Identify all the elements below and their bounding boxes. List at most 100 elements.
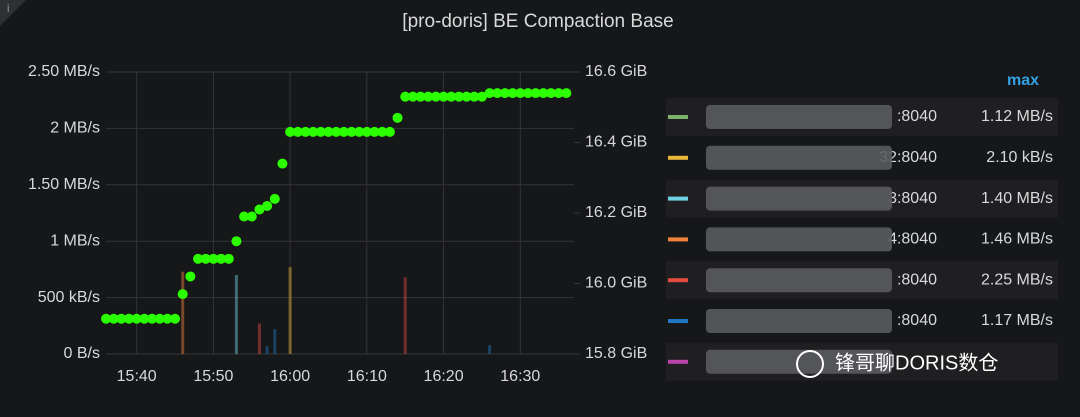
legend-max: 1.17 MB/s bbox=[981, 312, 1053, 329]
point bbox=[147, 313, 158, 324]
bar bbox=[273, 329, 277, 354]
point bbox=[515, 88, 526, 99]
point bbox=[392, 112, 403, 123]
y-tick-label: 2 MB/s bbox=[50, 120, 100, 137]
legend-max: 1.40 MB/s bbox=[981, 190, 1053, 207]
legend-swatch bbox=[668, 155, 688, 160]
point bbox=[162, 313, 173, 324]
legend-name[interactable]: :8040 bbox=[897, 271, 937, 288]
blur bbox=[706, 309, 892, 333]
x-tick-label: 16:10 bbox=[347, 368, 387, 385]
point bbox=[331, 126, 342, 137]
point bbox=[177, 289, 188, 300]
point bbox=[116, 313, 127, 324]
point bbox=[269, 193, 280, 204]
point bbox=[377, 126, 388, 137]
point bbox=[361, 126, 372, 137]
y-tick-label: 500 kB/s bbox=[38, 289, 100, 306]
legend-swatch bbox=[668, 237, 688, 242]
blur bbox=[706, 268, 892, 293]
point bbox=[208, 253, 219, 264]
legend: :8040 1.12 MB/s 32:8040 2.10 kB/s 3:8040 1.40… bbox=[666, 98, 1058, 381]
y2-tick-label: 16.6 GiB bbox=[585, 63, 647, 80]
bar bbox=[288, 267, 292, 354]
point bbox=[300, 126, 311, 137]
blur bbox=[706, 186, 892, 211]
point bbox=[285, 126, 296, 137]
point bbox=[315, 126, 326, 137]
point bbox=[438, 91, 449, 102]
point bbox=[346, 126, 357, 137]
y2-tick-label: 16.2 GiB bbox=[585, 204, 647, 221]
blur bbox=[706, 145, 892, 170]
x-tick-label: 16:00 bbox=[270, 368, 310, 385]
point bbox=[323, 126, 334, 137]
y-tick-label: 2.50 MB/s bbox=[28, 63, 100, 80]
point bbox=[262, 200, 273, 211]
x-tick-label: 15:50 bbox=[193, 368, 233, 385]
point bbox=[139, 313, 150, 324]
point bbox=[430, 91, 441, 102]
blur bbox=[706, 227, 892, 252]
bar bbox=[181, 271, 185, 354]
legend-swatch bbox=[668, 319, 688, 323]
legend-max: 2.10 kB/s bbox=[986, 149, 1053, 166]
y-tick-label: 0 B/s bbox=[64, 345, 100, 362]
point bbox=[369, 126, 380, 137]
legend-name[interactable]: 4:8040 bbox=[888, 231, 937, 248]
x-tick-label: 15:40 bbox=[117, 368, 157, 385]
y-tick-label: 1.50 MB/s bbox=[28, 176, 100, 193]
legend-name[interactable]: :8040 bbox=[897, 312, 937, 329]
info-corner[interactable] bbox=[0, 0, 26, 26]
point bbox=[446, 91, 457, 102]
point bbox=[423, 91, 434, 102]
legend-name[interactable]: 3:8040 bbox=[888, 190, 937, 207]
watermark-icon bbox=[796, 350, 824, 378]
info-icon: i bbox=[7, 3, 9, 15]
x-tick-label: 16:30 bbox=[500, 368, 540, 385]
point bbox=[101, 313, 111, 324]
point bbox=[553, 88, 564, 99]
point bbox=[193, 253, 204, 264]
point bbox=[254, 204, 265, 215]
point bbox=[277, 158, 288, 169]
point bbox=[246, 211, 257, 222]
bar bbox=[488, 344, 492, 354]
y2-tick-label: 16.0 GiB bbox=[585, 275, 647, 292]
point bbox=[384, 126, 395, 137]
chart-title: [pro-doris] BE Compaction Base bbox=[402, 11, 673, 32]
point bbox=[292, 126, 303, 137]
point bbox=[338, 126, 349, 137]
bar bbox=[265, 346, 269, 354]
point bbox=[131, 313, 142, 324]
legend-max: 1.46 MB/s bbox=[981, 231, 1053, 248]
x-tick-label: 16:20 bbox=[424, 368, 464, 385]
point bbox=[476, 91, 487, 102]
legend-name[interactable]: :8040 bbox=[897, 108, 937, 125]
legend-max: 1.12 MB/s bbox=[981, 108, 1053, 125]
point bbox=[216, 253, 227, 264]
legend-name[interactable]: 32:8040 bbox=[879, 149, 937, 166]
point bbox=[223, 253, 234, 264]
y-tick-label: 1 MB/s bbox=[50, 232, 100, 249]
point bbox=[400, 91, 411, 102]
y2-tick-label: 16.4 GiB bbox=[585, 134, 647, 151]
watermark: 锋哥聊DORIS数仓 bbox=[835, 351, 998, 374]
bar bbox=[234, 275, 238, 354]
point bbox=[453, 91, 464, 102]
bar bbox=[403, 277, 407, 354]
point bbox=[200, 253, 211, 264]
point bbox=[108, 313, 119, 324]
blur bbox=[706, 349, 892, 374]
point bbox=[354, 126, 365, 137]
legend-header[interactable]: max bbox=[1007, 72, 1039, 89]
point bbox=[499, 88, 510, 99]
y2-tick-label: 15.8 GiB bbox=[585, 345, 647, 362]
legend-swatch bbox=[668, 196, 688, 201]
point bbox=[545, 88, 556, 99]
plot: 0 B/s 500 kB/s 1 MB/s 1.50 MB/s 2 MB/s 2.50 M… bbox=[28, 63, 647, 385]
bar bbox=[257, 323, 261, 354]
point bbox=[484, 88, 495, 99]
